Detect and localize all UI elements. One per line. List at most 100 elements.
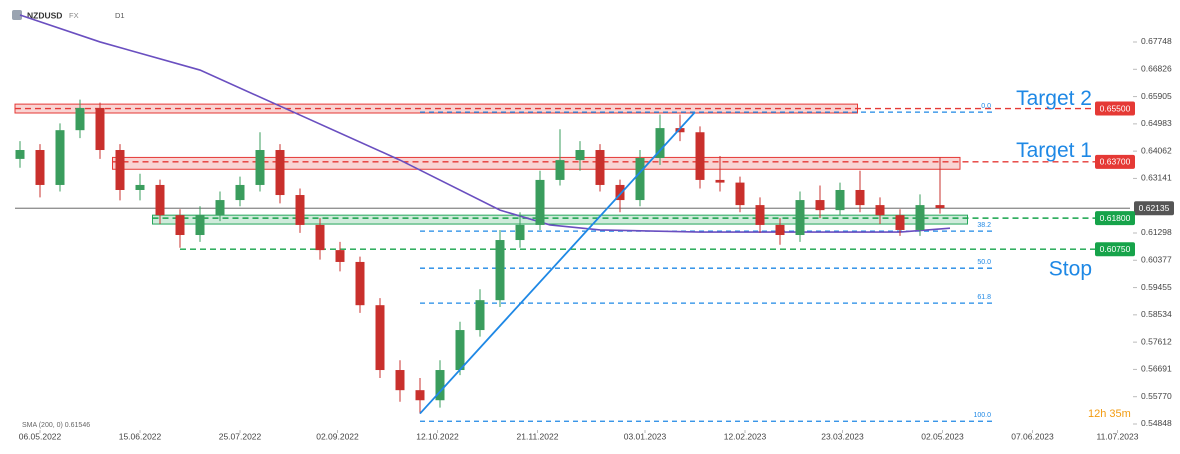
candle-body xyxy=(35,150,45,185)
candle-body xyxy=(315,224,325,251)
countdown: 12h 35m xyxy=(1088,408,1131,420)
x-tick-label: 07.06.2023 xyxy=(1011,431,1054,441)
x-tick-label: 02.05.2023 xyxy=(921,431,964,441)
x-tick-label: 23.03.2023 xyxy=(821,431,864,441)
candle-body xyxy=(175,215,185,236)
candle-body xyxy=(355,261,365,306)
candle-body xyxy=(735,182,745,206)
y-tick-label: 0.58534 xyxy=(1141,309,1172,319)
candle-body xyxy=(75,107,85,131)
candle-body xyxy=(615,184,625,201)
candle-body xyxy=(415,390,425,401)
candle-body xyxy=(635,158,645,201)
candle-body xyxy=(835,189,845,211)
candle-body xyxy=(295,195,305,225)
trendline xyxy=(419,111,696,415)
price-tag xyxy=(1134,201,1174,216)
candle-body xyxy=(255,150,265,185)
candle-body xyxy=(115,150,125,190)
candle-body xyxy=(675,128,685,133)
price-tag-label: 0.60750 xyxy=(1100,244,1131,254)
y-tick-label: 0.65905 xyxy=(1141,91,1172,101)
symbol: NZDUSD xyxy=(27,10,62,20)
y-tick-label: 0.67748 xyxy=(1141,36,1172,46)
annotation: Target 1 xyxy=(1016,139,1092,162)
candle-body xyxy=(235,184,245,201)
y-tick-label: 0.64062 xyxy=(1141,145,1172,155)
y-tick-label: 0.60377 xyxy=(1141,255,1172,265)
y-tick-label: 0.57612 xyxy=(1141,336,1172,346)
candle-body xyxy=(15,150,25,159)
price-tag xyxy=(1095,211,1135,226)
candle-body xyxy=(455,330,465,371)
symbol-icon xyxy=(12,10,22,20)
candle-body xyxy=(915,205,925,230)
price-tag-label: 0.65500 xyxy=(1100,103,1131,113)
price-tag xyxy=(1095,101,1135,116)
zone xyxy=(152,214,968,225)
x-tick-label: 06.05.2022 xyxy=(19,431,62,441)
price-tag-label: 0.62135 xyxy=(1139,203,1170,213)
candle-body xyxy=(795,200,805,236)
y-tick-label: 0.59455 xyxy=(1141,282,1172,292)
candle-body xyxy=(575,150,585,161)
price-tag-label: 0.61800 xyxy=(1100,213,1131,223)
candle-body xyxy=(935,205,945,209)
y-tick-label: 0.64983 xyxy=(1141,118,1172,128)
fib-label: 0.0 xyxy=(981,103,991,110)
x-tick-label: 12.10.2022 xyxy=(416,431,459,441)
candle-body xyxy=(375,305,385,371)
sma-line xyxy=(19,14,951,233)
candle-body xyxy=(535,179,545,225)
y-tick-label: 0.63141 xyxy=(1141,173,1172,183)
y-tick-label: 0.61298 xyxy=(1141,227,1172,237)
candle-body xyxy=(695,132,705,180)
price-tag-label: 0.63700 xyxy=(1100,157,1131,167)
candle-body xyxy=(855,189,865,206)
annotation: Target 2 xyxy=(1016,87,1092,110)
zone xyxy=(112,156,961,170)
x-tick-label: 25.07.2022 xyxy=(219,431,262,441)
candle-body xyxy=(775,224,785,236)
candle-body xyxy=(275,150,285,196)
fib-label: 61.8 xyxy=(977,294,991,301)
candle-body xyxy=(195,215,205,236)
candle-body xyxy=(755,205,765,225)
x-tick-label: 11.07.2023 xyxy=(1097,431,1139,441)
candle-body xyxy=(555,160,565,180)
y-tick-label: 0.54848 xyxy=(1141,418,1172,428)
candle-body xyxy=(135,184,145,190)
fib-label: 38.2 xyxy=(977,222,991,229)
candle-body xyxy=(95,107,105,151)
candle-body xyxy=(595,150,605,185)
y-tick-label: 0.66826 xyxy=(1141,64,1172,74)
candle-body xyxy=(655,128,665,159)
candle-body xyxy=(875,205,885,216)
candle-body xyxy=(515,224,525,241)
x-tick-label: 15.06.2022 xyxy=(119,431,162,441)
market: FX xyxy=(69,11,79,20)
candle-body xyxy=(715,179,725,183)
candle-body xyxy=(435,370,445,401)
y-tick-label: 0.56691 xyxy=(1141,364,1172,374)
x-tick-label: 03.01.2023 xyxy=(624,431,667,441)
indicator-label: SMA (200, 0) 0.61546 xyxy=(22,422,90,429)
x-tick-label: 12.02.2023 xyxy=(724,431,767,441)
candle-body xyxy=(55,130,65,185)
candle-body xyxy=(395,370,405,391)
candle-body xyxy=(335,250,345,262)
x-tick-label: 21.11.2022 xyxy=(517,431,559,441)
candle-body xyxy=(495,240,505,301)
candle-body xyxy=(895,215,905,230)
candle-body xyxy=(155,184,165,216)
fib-label: 50.0 xyxy=(977,259,991,266)
candle-body xyxy=(815,200,825,211)
annotation: Stop xyxy=(1049,257,1092,280)
price-tag xyxy=(1095,154,1135,169)
interval: D1 xyxy=(115,11,125,20)
candle-body xyxy=(475,300,485,331)
x-tick-label: 02.09.2022 xyxy=(316,431,359,441)
candle-body xyxy=(215,200,225,216)
price-tag xyxy=(1095,242,1135,257)
